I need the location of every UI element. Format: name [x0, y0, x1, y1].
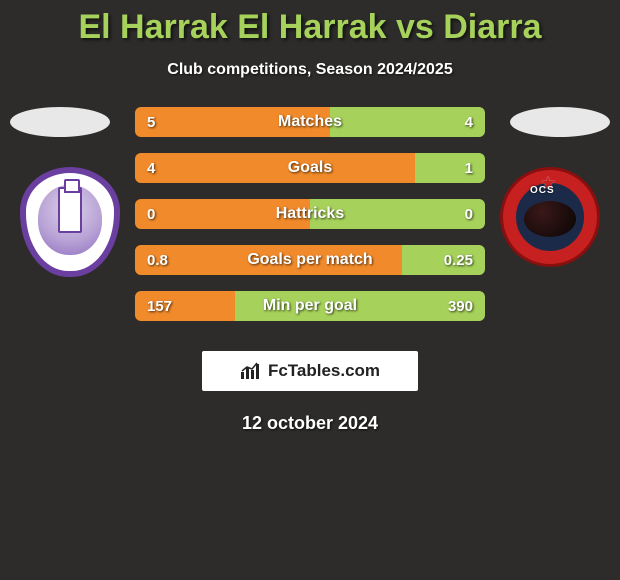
right-club-label: OCS	[530, 185, 555, 196]
branding-text: FcTables.com	[268, 361, 380, 381]
stat-value-left: 157	[135, 291, 184, 321]
stat-label: Goals	[135, 159, 485, 177]
stat-label: Hattricks	[135, 205, 485, 223]
stat-value-left: 0	[135, 199, 167, 229]
left-player-avatar-placeholder	[10, 107, 110, 137]
stat-label: Min per goal	[135, 297, 485, 315]
stat-label: Matches	[135, 113, 485, 131]
stat-value-right: 0	[453, 199, 485, 229]
chart-icon	[240, 362, 262, 380]
right-club-crest: ★ OCS	[500, 167, 600, 277]
page-title: El Harrak El Harrak vs Diarra	[0, 8, 620, 47]
left-club-crest	[20, 167, 120, 277]
right-player-avatar-placeholder	[510, 107, 610, 137]
stat-value-left: 0.8	[135, 245, 180, 275]
stat-value-right: 0.25	[432, 245, 485, 275]
crest-right-icon: ★ OCS	[500, 167, 600, 267]
stat-row: Hattricks0 0	[135, 199, 485, 229]
stat-value-left: 5	[135, 107, 167, 137]
date-text: 12 october 2024	[0, 413, 620, 434]
branding-badge: FcTables.com	[202, 351, 418, 391]
comparison-card: El Harrak El Harrak vs Diarra Club compe…	[0, 0, 620, 434]
stat-bars: Matches54Goals41Hattricks00Goals per mat…	[135, 107, 485, 337]
stat-row: Min per goal157 390	[135, 291, 485, 321]
stat-value-right: 1	[453, 153, 485, 183]
subtitle: Club competitions, Season 2024/2025	[0, 61, 620, 79]
stat-value-right: 390	[436, 291, 485, 321]
stat-value-left: 4	[135, 153, 167, 183]
stat-value-right: 4	[453, 107, 485, 137]
comparison-area: ★ OCS Matches54Goals41Hattricks00Goals p…	[0, 107, 620, 337]
crest-left-icon	[20, 167, 120, 277]
stat-row: Matches5 4	[135, 107, 485, 137]
stat-row: Goals per match0.80.25	[135, 245, 485, 275]
stat-row: Goals4 1	[135, 153, 485, 183]
